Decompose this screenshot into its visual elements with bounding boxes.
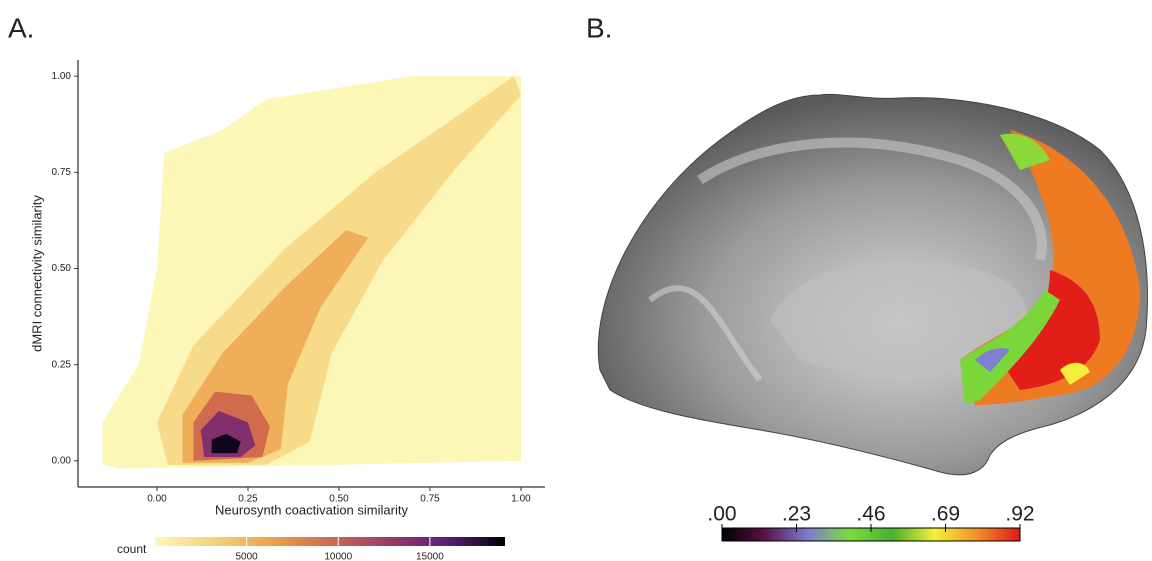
y-axis-title: dMRI connectivity similarity (29, 195, 44, 352)
y-tick-label: 1.00 (52, 71, 72, 82)
x-tick-label: 0.75 (420, 494, 440, 505)
colorbar-tick-label: .69 (931, 503, 960, 526)
colorbar-tick-label: .00 (707, 503, 736, 526)
color-scale (155, 537, 505, 546)
legend-tick-label: 5000 (235, 552, 258, 561)
panel-label: B. (586, 12, 612, 43)
legend-title: count (117, 542, 147, 556)
panel-label: A. (8, 12, 34, 43)
x-tick-label: 1.00 (511, 494, 531, 505)
brain-surface (598, 94, 1147, 475)
x-axis-title: Neurosynth coactivation similarity (215, 502, 408, 517)
y-tick-label: 0.25 (52, 359, 72, 370)
figure: A.0.000.250.500.751.000.000.250.500.751.… (0, 0, 1152, 561)
legend-tick-label: 10000 (324, 552, 352, 561)
x-tick-label: 0.00 (147, 494, 167, 505)
legend-tick-label: 15000 (416, 552, 444, 561)
colorbar-tick-label: .46 (856, 503, 885, 526)
colorbar-tick-label: .23 (782, 503, 811, 526)
colorbar-tick-label: .92 (1005, 503, 1034, 526)
y-tick-label: 0.00 (52, 455, 72, 466)
y-tick-label: 0.50 (52, 263, 72, 274)
y-tick-label: 0.75 (52, 167, 72, 178)
